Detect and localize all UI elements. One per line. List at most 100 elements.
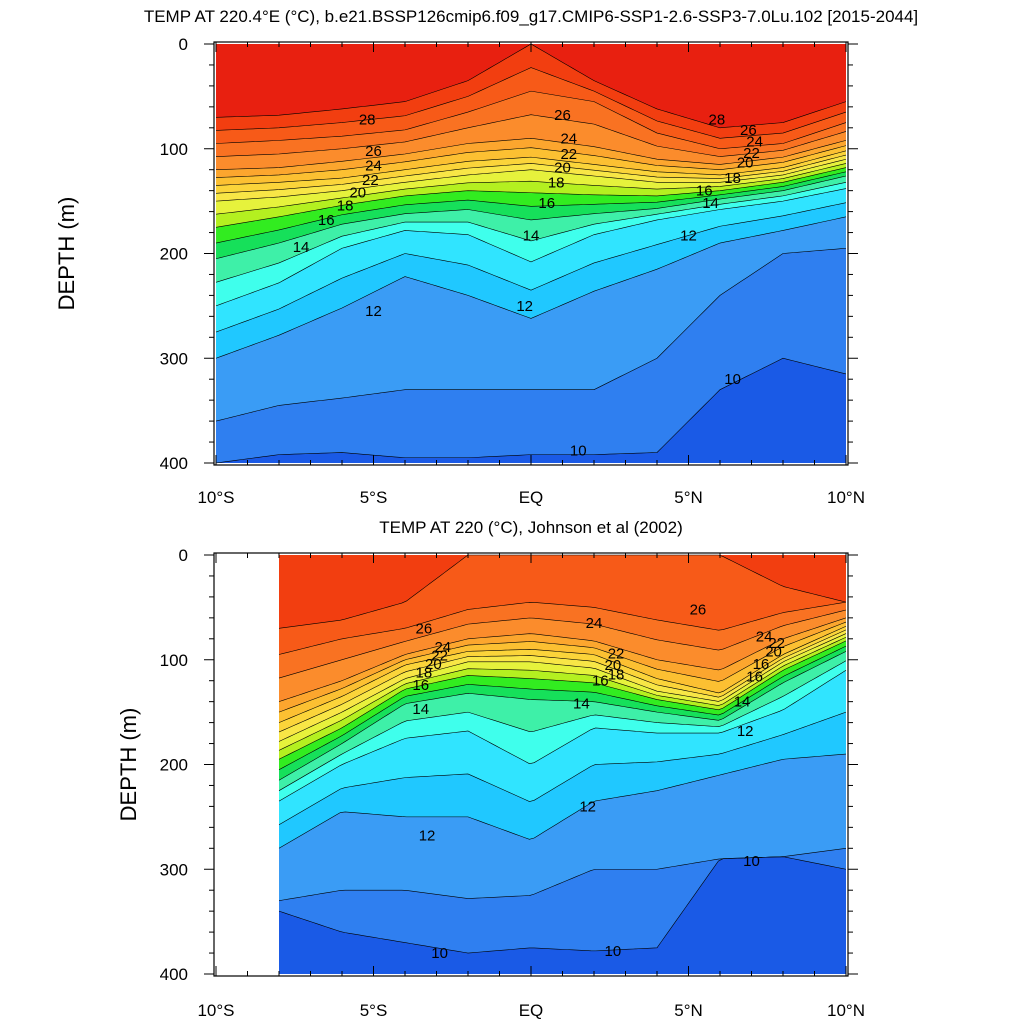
contour-label: 26	[416, 620, 433, 637]
contour-label: 16	[318, 212, 335, 229]
contour-line-14	[215, 188, 847, 307]
contour-label: 12	[680, 228, 697, 245]
contour-label: 24	[756, 629, 773, 646]
contour-line-26	[278, 601, 847, 655]
y-tick-label: 200	[160, 756, 188, 775]
contour-line-13	[278, 711, 847, 825]
contour-line-18	[278, 640, 847, 760]
contour-label: 10	[431, 945, 448, 962]
contour-line-23	[278, 621, 847, 713]
contour-line-20	[278, 633, 847, 742]
contour-line-12	[215, 216, 847, 359]
contour-fills	[279, 555, 846, 974]
contour-label: 12	[737, 723, 754, 740]
y-axis-label: DEPTH (m)	[116, 708, 141, 822]
x-tick-label: EQ	[519, 1001, 544, 1020]
contour-line-22	[278, 625, 847, 723]
contour-label: 16	[538, 195, 555, 212]
contour-label: 28	[709, 111, 726, 128]
contour-label: 24	[434, 639, 451, 656]
fill-band-28	[216, 44, 846, 128]
x-tick-label: 10°S	[197, 1001, 234, 1020]
contour-label: 20	[349, 185, 366, 202]
y-tick-label: 100	[160, 140, 188, 159]
contour-label: 12	[579, 798, 596, 815]
contour-label: 20	[605, 657, 622, 674]
contour-fills	[216, 44, 846, 463]
contour-line-18	[215, 167, 847, 228]
x-axis: 10°S 5°S EQ 5°N 10°N	[197, 553, 865, 1020]
contour-label: 22	[768, 635, 785, 652]
contour-label: 18	[416, 664, 433, 681]
contour-label: 14	[523, 228, 540, 245]
contour-label: 24	[560, 130, 577, 147]
contour-line-19	[215, 163, 847, 215]
contour-label: 16	[696, 183, 713, 200]
contour-label: 10	[605, 943, 622, 960]
contour-label: 14	[412, 701, 429, 718]
contour-label: 26	[690, 601, 707, 618]
contour-label: 22	[431, 648, 448, 665]
contour-line-24	[278, 617, 847, 702]
contour-label: 20	[765, 643, 782, 660]
contour-label: 16	[592, 673, 609, 690]
contour-line-19	[278, 636, 847, 751]
contour-label: 14	[573, 696, 590, 713]
chart-title: TEMP AT 220 (°C), Johnson et al (2002)	[379, 518, 683, 537]
x-tick-label: EQ	[519, 488, 544, 507]
y-tick-label: 200	[160, 245, 188, 264]
contour-line-16	[278, 651, 847, 781]
contour-label: 14	[293, 239, 310, 256]
contour-label: 18	[724, 170, 741, 187]
x-tick-label: 10°S	[197, 488, 234, 507]
contour-line-14	[278, 669, 847, 802]
contour-line-25	[215, 114, 847, 157]
contour-line-11	[215, 247, 847, 422]
contour-label: 22	[743, 145, 760, 162]
contour-line-25	[278, 609, 847, 679]
contour-label: 10	[570, 442, 587, 459]
contour-label: 26	[740, 122, 757, 139]
contour-label: 28	[359, 111, 376, 128]
contour-label: 16	[753, 656, 770, 673]
contour-label: 26	[365, 143, 382, 160]
x-tick-label: 10°N	[827, 488, 865, 507]
x-tick-label: 10°N	[827, 1001, 865, 1020]
y-tick-label: 300	[160, 349, 188, 368]
contour-label: 22	[362, 172, 379, 189]
x-tick-label: 5°S	[360, 1001, 388, 1020]
contour-line-26	[215, 90, 847, 150]
y-axis: 0 100 200 300 400	[160, 35, 858, 473]
x-tick-label: 5°S	[360, 488, 388, 507]
x-tick-label: 5°N	[674, 1001, 703, 1020]
contour-label: 14	[702, 195, 719, 212]
contour-label: 16	[412, 677, 429, 694]
contour-line-20	[215, 158, 847, 202]
contour-line-21	[215, 154, 847, 194]
y-axis: 0 100 200 300 400	[160, 546, 858, 984]
contour-label: 24	[746, 133, 763, 150]
contour-lines	[215, 43, 847, 464]
contour-line-22	[215, 150, 847, 186]
y-tick-label: 0	[179, 35, 188, 54]
y-axis-label: DEPTH (m)	[54, 197, 79, 311]
contour-label: 24	[586, 615, 603, 632]
contour-label: 22	[560, 146, 577, 163]
contour-label: 10	[724, 371, 741, 388]
y-tick-label: 300	[160, 860, 188, 879]
y-tick-label: 400	[160, 965, 188, 984]
contour-label: 14	[734, 694, 751, 711]
x-tick-label: 5°N	[674, 488, 703, 507]
contour-line-27	[215, 67, 847, 139]
contour-label: 20	[425, 656, 442, 673]
contour-label: 12	[516, 298, 533, 315]
top-panel: 2826242220181614122624222018161412282624…	[54, 7, 918, 507]
contour-labels: 2826242220181614122624222018161412282624…	[293, 107, 763, 459]
contour-labels: 2624222018161412102422201816141210262422…	[412, 601, 785, 962]
contour-line-17	[278, 645, 847, 771]
contour-label: 12	[419, 828, 436, 845]
contour-label: 22	[608, 645, 625, 662]
contour-label: 18	[548, 174, 565, 191]
bottom-panel: 2624222018161412102422201816141210262422…	[116, 518, 865, 1020]
